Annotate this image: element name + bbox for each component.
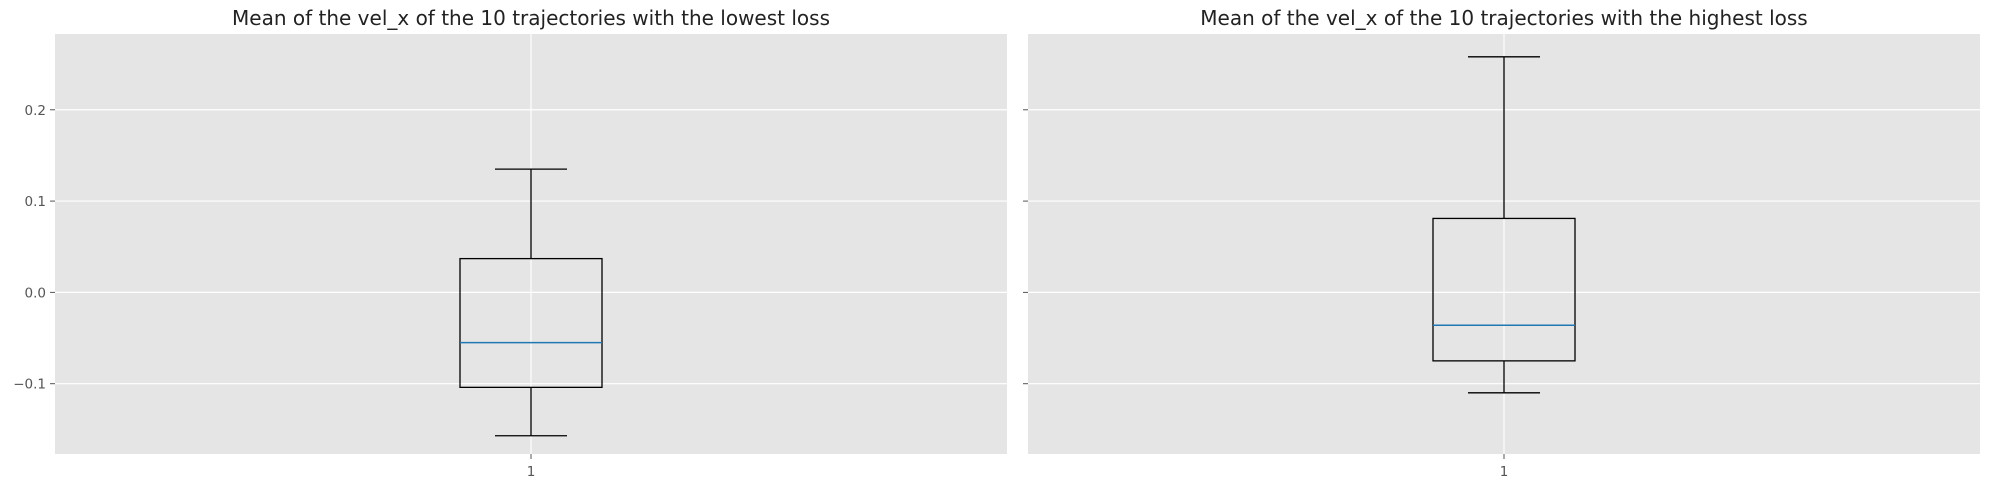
right-box-marks bbox=[1432, 56, 1576, 394]
left-iqr-box bbox=[459, 257, 603, 388]
left-tick-labels: −0.1 0.0 0.1 0.2 1 bbox=[13, 103, 535, 480]
left-ytick-label: 0.1 bbox=[25, 194, 46, 210]
left-chart-title: Mean of the vel_x of the 10 trajectories… bbox=[232, 6, 830, 30]
left-ytick-label: 0.2 bbox=[25, 103, 46, 119]
right-chart-title: Mean of the vel_x of the 10 trajectories… bbox=[1200, 6, 1807, 30]
left-xtick-label: 1 bbox=[527, 464, 536, 480]
left-ytick-label: −0.1 bbox=[13, 377, 46, 393]
left-box-marks bbox=[459, 168, 603, 437]
right-xtick-label: 1 bbox=[1500, 464, 1509, 480]
right-boxplot-panel: 1 Mean of the vel_x of the 10 trajectori… bbox=[1023, 6, 1980, 480]
right-tick-labels: 1 bbox=[1023, 109, 1509, 480]
left-boxplot-panel: −0.1 0.0 0.1 0.2 1 Mean of the vel_x of the … bbox=[13, 6, 1007, 480]
left-ytick-label: 0.0 bbox=[25, 285, 46, 301]
right-iqr-box bbox=[1432, 217, 1576, 362]
